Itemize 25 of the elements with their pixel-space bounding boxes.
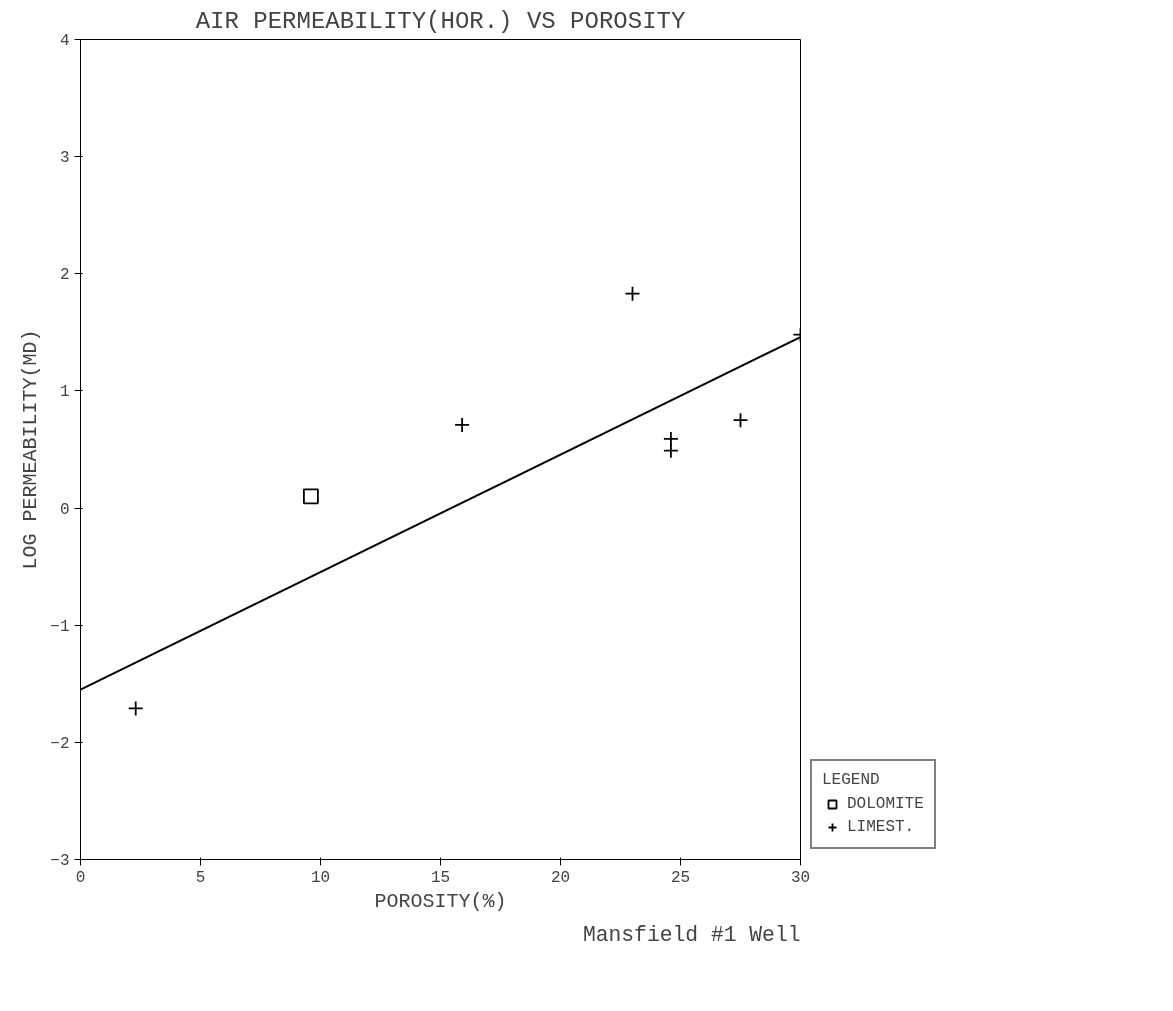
y-axis-title: LOG PERMEABILITY(MD) bbox=[19, 329, 43, 570]
y-tick-label: 0 bbox=[59, 500, 70, 519]
legend-title: LEGEND bbox=[822, 771, 881, 789]
legend-label: LIMEST. bbox=[847, 818, 915, 836]
point bbox=[303, 488, 319, 505]
point bbox=[127, 700, 144, 717]
y-tick-label: 2 bbox=[59, 266, 70, 285]
point bbox=[624, 285, 641, 302]
x-tick-label: 10 bbox=[310, 868, 331, 887]
legend-label: DOLOMITE bbox=[847, 795, 924, 813]
x-tick-label: 0 bbox=[75, 868, 86, 887]
y-tick-label: 3 bbox=[59, 149, 70, 168]
y-tick-label: 1 bbox=[59, 383, 70, 402]
y-tick-label: −3 bbox=[50, 852, 70, 870]
text: Mansfield #1 Well bbox=[582, 922, 801, 947]
y-tick-label: −1 bbox=[50, 617, 70, 636]
x-tick-label: 15 bbox=[430, 868, 451, 887]
x-tick-label: 20 bbox=[550, 868, 571, 887]
x-tick-label: 30 bbox=[790, 868, 811, 887]
y-tick-label: −2 bbox=[50, 734, 70, 753]
y-tick-label: 4 bbox=[59, 32, 70, 50]
x-axis-title: POROSITY(%) bbox=[374, 889, 507, 913]
x-tick-label: 5 bbox=[195, 868, 206, 887]
x-tick-label: 25 bbox=[670, 868, 691, 887]
chart-title: AIR PERMEABILITY(HOR.) VS POROSITY bbox=[195, 7, 686, 35]
